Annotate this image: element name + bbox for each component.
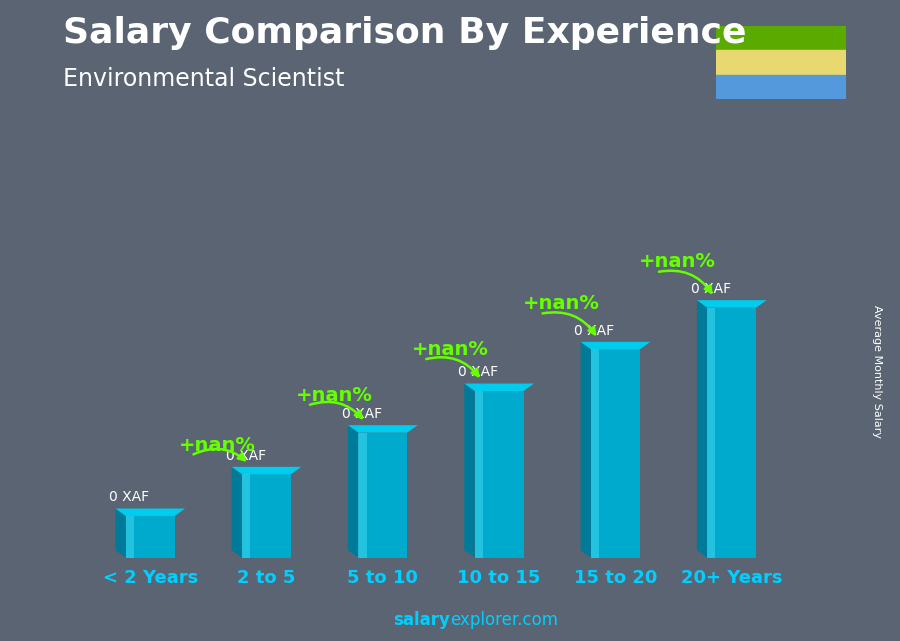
Polygon shape (697, 300, 707, 558)
Polygon shape (464, 383, 534, 391)
Text: 0 XAF: 0 XAF (109, 490, 149, 504)
Text: explorer.com: explorer.com (450, 612, 558, 629)
Text: +nan%: +nan% (639, 253, 716, 271)
Polygon shape (242, 474, 291, 558)
Polygon shape (697, 300, 767, 308)
Polygon shape (474, 391, 483, 558)
Bar (716, 75, 846, 99)
Text: Environmental Scientist: Environmental Scientist (63, 67, 345, 91)
Text: +nan%: +nan% (295, 386, 373, 404)
Bar (716, 50, 846, 75)
Polygon shape (580, 342, 591, 558)
Polygon shape (474, 391, 524, 558)
Text: Average Monthly Salary: Average Monthly Salary (872, 305, 883, 438)
Polygon shape (464, 383, 474, 558)
Text: Salary Comparison By Experience: Salary Comparison By Experience (63, 16, 746, 50)
Polygon shape (358, 433, 408, 558)
Polygon shape (591, 349, 599, 558)
Text: 0 XAF: 0 XAF (574, 324, 615, 338)
Polygon shape (707, 308, 756, 558)
Polygon shape (348, 425, 358, 558)
Text: +nan%: +nan% (522, 294, 599, 313)
Polygon shape (231, 467, 302, 474)
Text: +nan%: +nan% (179, 436, 256, 454)
Polygon shape (126, 516, 175, 558)
Polygon shape (126, 516, 134, 558)
Polygon shape (231, 467, 242, 558)
Bar (716, 26, 846, 50)
Text: 0 XAF: 0 XAF (226, 449, 266, 463)
Polygon shape (348, 425, 418, 433)
Polygon shape (358, 433, 366, 558)
Text: 0 XAF: 0 XAF (458, 365, 499, 379)
Polygon shape (115, 508, 185, 516)
Text: +nan%: +nan% (412, 340, 489, 359)
Polygon shape (591, 349, 640, 558)
Polygon shape (707, 308, 716, 558)
Polygon shape (580, 342, 651, 349)
Polygon shape (115, 508, 126, 558)
Text: 0 XAF: 0 XAF (691, 282, 731, 296)
Polygon shape (242, 474, 250, 558)
Text: salary: salary (393, 612, 450, 629)
Text: 0 XAF: 0 XAF (342, 407, 382, 421)
